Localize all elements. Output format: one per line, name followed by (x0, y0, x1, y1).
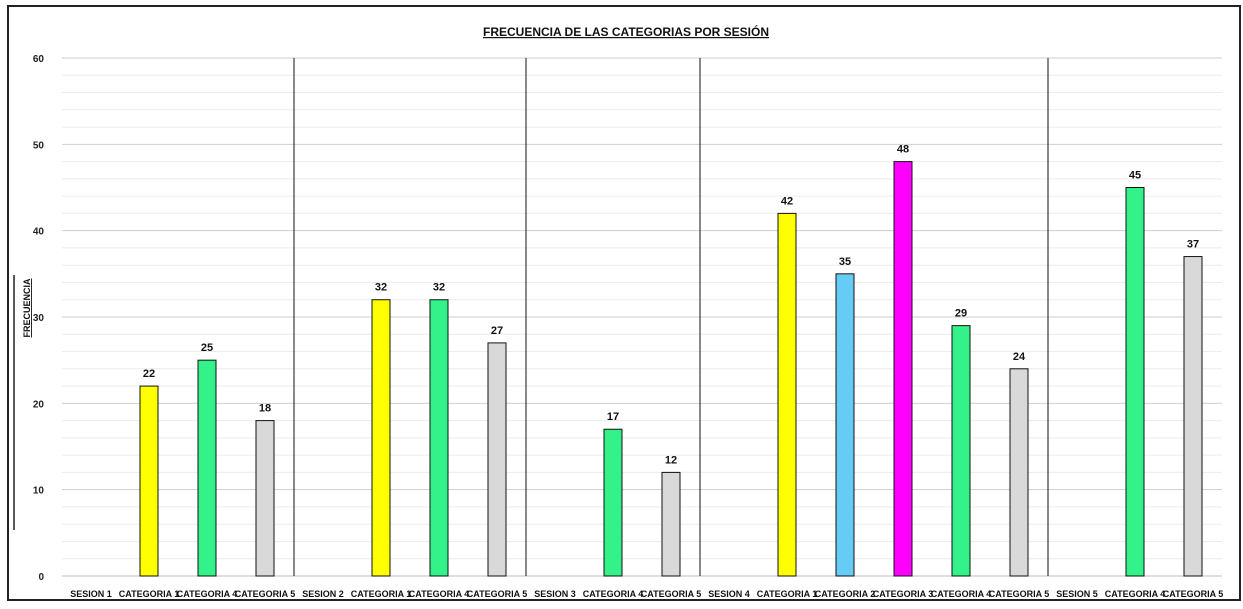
bar (777, 212, 797, 577)
data-label: 29 (955, 308, 967, 320)
category-label: CATEGORIA 5 (641, 589, 702, 599)
category-label: CATEGORIA 1 (351, 589, 412, 599)
y-tick-label: 30 (33, 313, 45, 324)
session-label: SESION 4 (708, 589, 750, 599)
bar (1125, 187, 1145, 577)
y-tick-label: 20 (33, 399, 45, 410)
category-label: CATEGORIA 4 (1105, 589, 1166, 599)
data-label: 24 (1013, 351, 1026, 363)
bar (255, 420, 275, 577)
data-label: 22 (143, 368, 155, 380)
data-label: 45 (1129, 170, 1141, 182)
y-tick-label: 60 (33, 54, 45, 65)
category-label: CATEGORIA 1 (119, 589, 180, 599)
session-label: SESION 1 (70, 589, 112, 599)
session-label: SESION 3 (534, 589, 576, 599)
bar (603, 428, 623, 577)
data-label: 27 (491, 325, 503, 337)
category-label: CATEGORIA 2 (815, 589, 876, 599)
bar (139, 385, 159, 577)
bars (139, 161, 1203, 577)
bar (487, 342, 507, 577)
category-label: CATEGORIA 1 (757, 589, 818, 599)
y-axis-ticks: 0 10 20 30 40 50 60 (33, 54, 45, 583)
chart-title: FRECUENCIA DE LAS CATEGORIAS POR SESIÓN (483, 24, 769, 39)
data-label: 12 (665, 454, 677, 466)
category-label: CATEGORIA 3 (873, 589, 934, 599)
category-label: CATEGORIA 4 (931, 589, 992, 599)
data-label: 48 (897, 144, 909, 156)
y-tick-label: 0 (38, 572, 44, 583)
session-label: SESION 2 (302, 589, 344, 599)
data-label: 37 (1187, 239, 1199, 251)
data-label: 32 (433, 282, 445, 294)
y-tick-label: 40 (33, 227, 45, 238)
y-tick-label: 50 (33, 140, 45, 151)
chart-border (7, 5, 1241, 601)
bar (893, 161, 913, 577)
bar (1009, 368, 1029, 577)
bar (951, 325, 971, 577)
session-separators (293, 58, 1049, 576)
data-label: 25 (201, 342, 213, 354)
y-axis-label: FRECUENCIA (22, 278, 32, 338)
data-label: 42 (781, 195, 793, 207)
category-label: CATEGORIA 4 (409, 589, 470, 599)
data-label: 18 (259, 403, 271, 415)
grid-lines (62, 57, 1222, 577)
category-label: CATEGORIA 5 (989, 589, 1050, 599)
category-label: CATEGORIA 5 (1163, 589, 1224, 599)
data-label: 35 (839, 256, 851, 268)
data-label: 32 (375, 282, 387, 294)
y-tick-label: 10 (33, 486, 45, 497)
category-label: CATEGORIA 4 (177, 589, 238, 599)
bar (661, 471, 681, 577)
category-label: CATEGORIA 5 (467, 589, 528, 599)
bar (835, 273, 855, 577)
category-label: CATEGORIA 4 (583, 589, 644, 599)
category-label: CATEGORIA 5 (235, 589, 296, 599)
data-label: 17 (607, 411, 619, 423)
session-label: SESION 5 (1056, 589, 1098, 599)
bar (1183, 256, 1203, 577)
data-labels: 22 25 18 32 32 27 17 12 42 35 48 29 24 45 37 (143, 144, 1199, 467)
bar (197, 359, 217, 577)
bar (371, 299, 391, 577)
bar (429, 299, 449, 577)
